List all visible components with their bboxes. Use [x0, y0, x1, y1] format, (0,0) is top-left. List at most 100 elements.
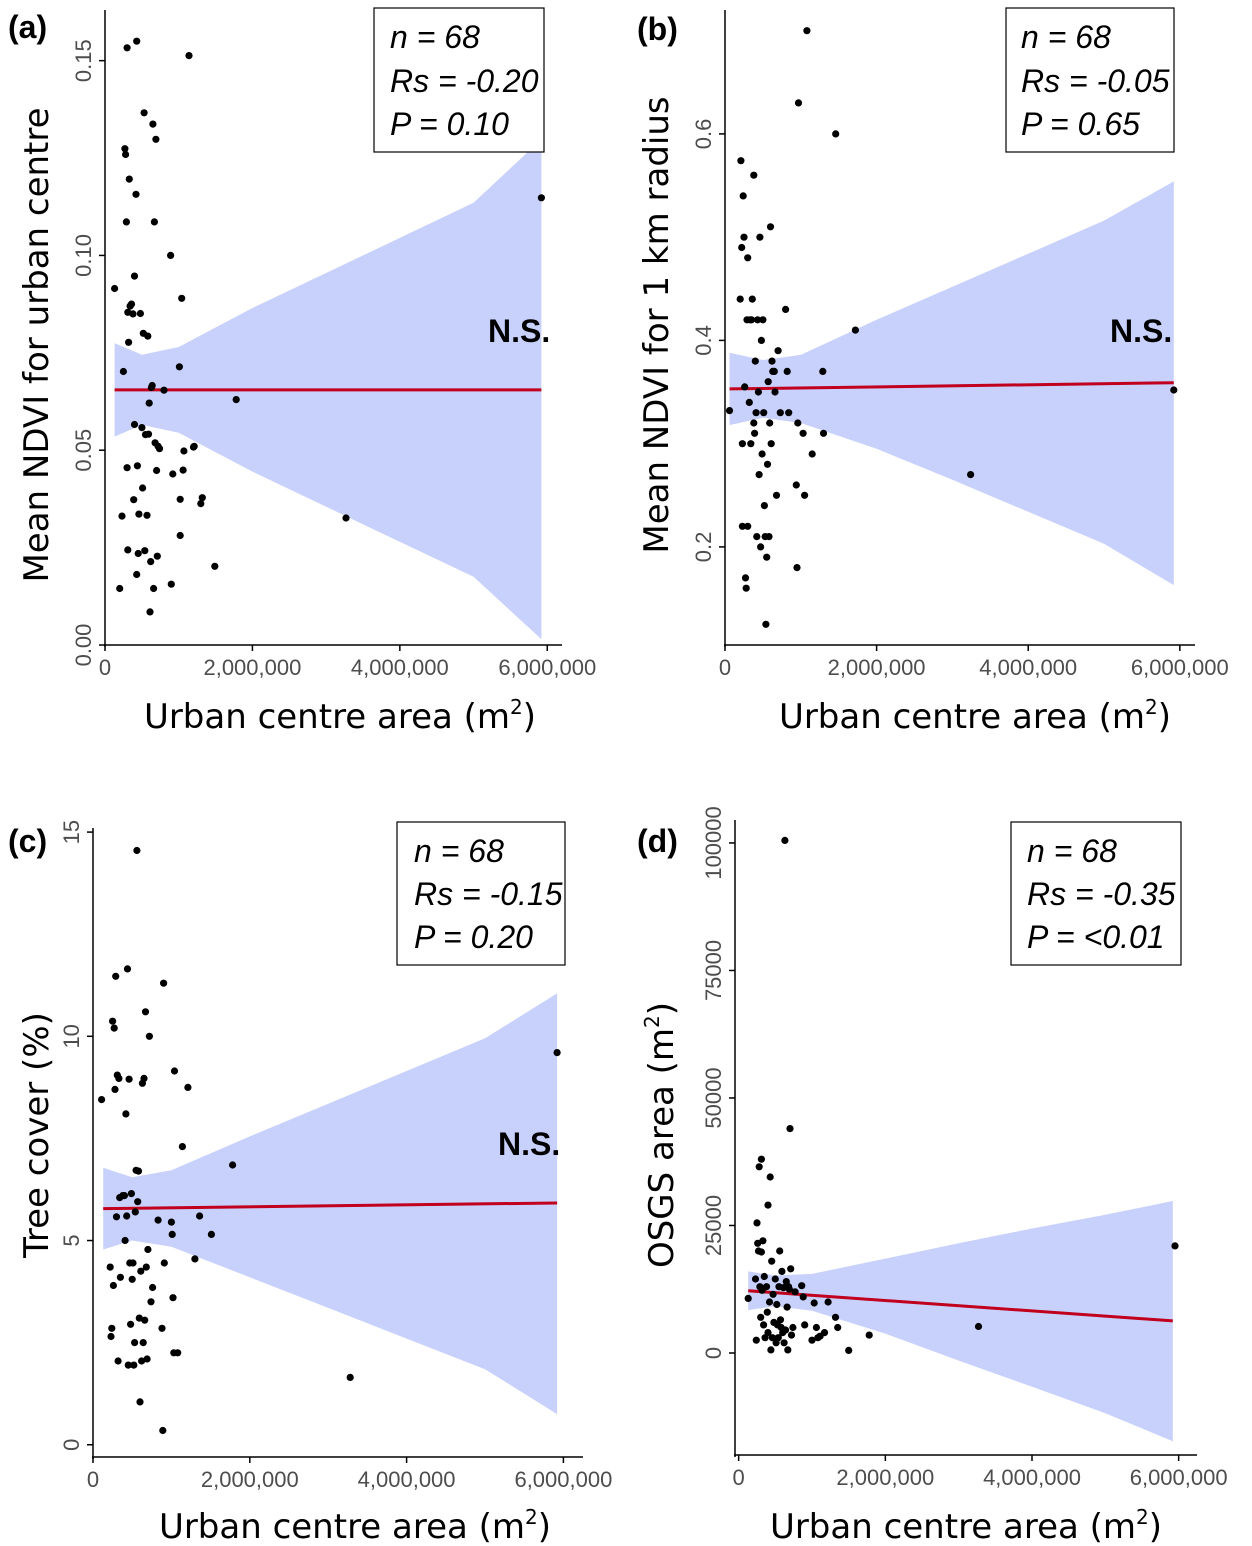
data-point — [845, 1347, 852, 1354]
stats-line: P = 0.10 — [390, 106, 509, 142]
y-axis-title: Tree cover (%) — [17, 1012, 57, 1259]
data-point — [146, 1033, 153, 1040]
data-point — [825, 1298, 832, 1305]
data-point — [169, 470, 176, 477]
data-point — [832, 1314, 839, 1321]
data-point — [778, 1268, 785, 1275]
data-point — [772, 1275, 779, 1282]
data-point — [124, 464, 131, 471]
panel-d: 0 2,000,000 4,000,000 6,000,000025000500007… — [637, 806, 1228, 1546]
data-point — [129, 310, 136, 317]
x-tick-label: 2,000,000 — [836, 1465, 934, 1490]
x-tick-label: 0 — [733, 1465, 745, 1490]
data-point — [756, 1163, 763, 1170]
data-point — [792, 1288, 799, 1295]
data-point — [726, 407, 733, 414]
data-point — [767, 223, 774, 230]
data-point — [757, 1314, 764, 1321]
x-axis-title: Urban centre area (m2) — [770, 1505, 1162, 1546]
y-tick-label: 15 — [59, 820, 84, 844]
x-axis-title-sup: 2 — [525, 1505, 538, 1529]
data-point — [744, 523, 751, 530]
data-point — [750, 419, 757, 426]
data-point — [801, 492, 808, 499]
data-point — [149, 1284, 156, 1291]
data-point — [128, 1190, 135, 1197]
data-point — [1171, 1242, 1178, 1249]
x-axis-title-sup: 2 — [1136, 1505, 1149, 1529]
data-point — [813, 1324, 820, 1331]
data-point — [834, 1324, 841, 1331]
stats-line: n = 68 — [1021, 19, 1111, 55]
data-point — [967, 471, 974, 478]
data-point — [760, 1321, 767, 1328]
stats-line: n = 68 — [414, 833, 504, 869]
x-axis-title-end: ) — [1149, 1507, 1162, 1546]
x-tick-label: 2,000,000 — [828, 655, 926, 680]
data-point — [758, 1156, 765, 1163]
significance-label: N.S. — [1110, 313, 1172, 349]
data-point — [786, 1125, 793, 1132]
data-point — [766, 419, 773, 426]
y-tick-label: 10 — [59, 1024, 84, 1048]
data-point — [819, 368, 826, 375]
data-point — [144, 1246, 151, 1253]
data-point — [196, 1212, 203, 1219]
data-point — [113, 1213, 120, 1220]
x-axis-title-end: ) — [523, 697, 536, 737]
data-point — [811, 1299, 818, 1306]
data-point — [821, 1329, 828, 1336]
y-tick-label: 50000 — [701, 1067, 726, 1128]
data-point — [129, 1276, 136, 1283]
data-point — [126, 176, 133, 183]
x-axis-title-text: Urban centre area (m — [779, 697, 1145, 737]
data-point — [753, 533, 760, 540]
data-point — [160, 387, 167, 394]
y-tick-label: 0.6 — [691, 119, 716, 150]
data-point — [176, 363, 183, 370]
data-point — [122, 1237, 129, 1244]
data-point — [800, 1293, 807, 1300]
y-tick-label: 0 — [701, 1347, 726, 1359]
data-point — [112, 973, 119, 980]
stats-line: Rs = -0.15 — [414, 876, 563, 912]
data-point — [168, 581, 175, 588]
data-point — [191, 443, 198, 450]
data-point — [741, 383, 748, 390]
y-axis-title-end: ) — [642, 1002, 682, 1015]
data-point — [128, 301, 135, 308]
data-point — [761, 502, 768, 509]
y-axis-title-text: OSGS area (m — [642, 1028, 682, 1268]
y-tick-label: 0.10 — [71, 234, 96, 277]
data-point — [793, 481, 800, 488]
data-point — [750, 172, 757, 179]
data-point — [131, 421, 138, 428]
x-axis-title-sup: 2 — [1145, 695, 1158, 719]
data-point — [743, 585, 750, 592]
data-point — [342, 514, 349, 521]
data-point — [149, 121, 156, 128]
data-point — [789, 1324, 796, 1331]
data-point — [809, 450, 816, 457]
data-point — [184, 1084, 191, 1091]
x-tick-label: 4,000,000 — [979, 655, 1077, 680]
data-point — [132, 1208, 139, 1215]
data-point — [107, 1264, 114, 1271]
x-axis-title-text: Urban centre area (m — [144, 697, 510, 737]
x-axis-title: Urban centre area (m2) — [144, 695, 536, 737]
x-tick-label: 4,000,000 — [358, 1467, 456, 1492]
x-axis-title: Urban centre area (m2) — [159, 1505, 551, 1546]
data-point — [758, 337, 765, 344]
stats-line: Rs = -0.05 — [1021, 63, 1170, 99]
data-point — [111, 285, 118, 292]
data-point — [768, 440, 775, 447]
confidence-ribbon — [748, 1201, 1173, 1441]
data-point — [737, 157, 744, 164]
x-axis-title-end: ) — [538, 1507, 551, 1546]
data-point — [135, 510, 142, 517]
data-point — [782, 1326, 789, 1333]
data-point — [179, 1143, 186, 1150]
data-point — [154, 553, 161, 560]
data-point — [141, 1317, 148, 1324]
data-point — [124, 44, 131, 51]
